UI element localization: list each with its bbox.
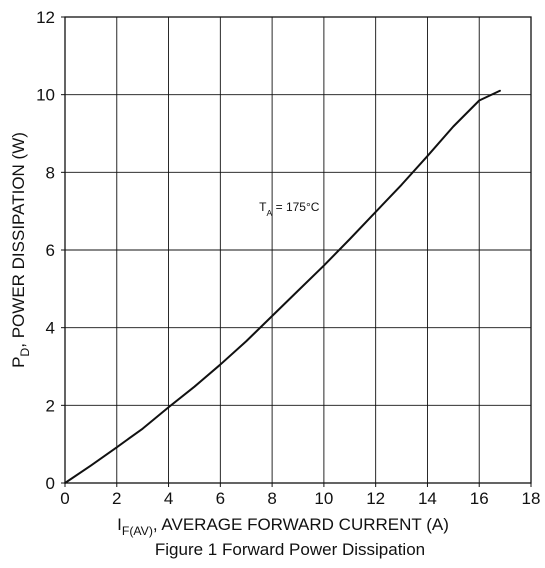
x-tick-label-18: 18 <box>522 489 541 508</box>
y-tick-label-12: 12 <box>36 8 55 27</box>
x-tick-label-10: 10 <box>314 489 333 508</box>
series-line-0 <box>64 89 501 484</box>
x-axis-title: IF(AV), AVERAGE FORWARD CURRENT (A) <box>117 515 449 538</box>
y-tick-label-2: 2 <box>46 396 55 415</box>
annotation-ta: TA = 175°C <box>259 200 320 218</box>
y-tick-label-4: 4 <box>46 319 55 338</box>
axis-labels: TA = 175°C IF(AV), AVERAGE FORWARD CURREN… <box>9 132 449 559</box>
series-group <box>64 89 501 484</box>
x-tick-label-16: 16 <box>470 489 489 508</box>
y-axis-title: PD, POWER DISSIPATION (W) <box>9 132 32 368</box>
x-tick-label-8: 8 <box>267 489 276 508</box>
grid-lines <box>65 17 531 483</box>
y-tick-label-0: 0 <box>46 474 55 493</box>
y-tick-label-8: 8 <box>46 163 55 182</box>
plot-frame <box>61 16 532 487</box>
x-tick-label-0: 0 <box>60 489 69 508</box>
y-tick-label-10: 10 <box>36 86 55 105</box>
x-tick-label-6: 6 <box>216 489 225 508</box>
tick-labels: 0 2 4 6 8 10 12 14 16 18 0 2 4 6 8 10 12 <box>36 8 540 508</box>
x-tick-label-12: 12 <box>366 489 385 508</box>
figure-caption: Figure 1 Forward Power Dissipation <box>155 540 425 559</box>
x-tick-label-2: 2 <box>112 489 121 508</box>
x-tick-label-4: 4 <box>164 489 173 508</box>
y-tick-label-6: 6 <box>46 241 55 260</box>
x-tick-label-14: 14 <box>418 489 437 508</box>
